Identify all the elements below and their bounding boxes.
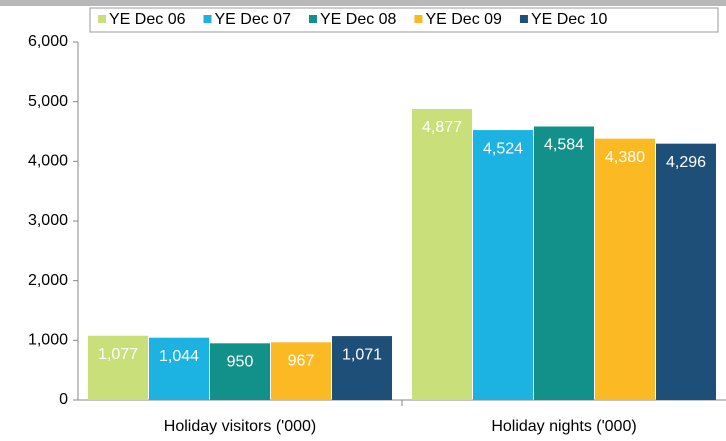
value-label: 4,296 <box>666 154 706 171</box>
value-label: 1,044 <box>159 348 199 365</box>
legend-label: YE Dec 08 <box>320 11 397 28</box>
bar <box>88 335 148 400</box>
y-tick-label: 4,000 <box>28 153 68 170</box>
bar <box>210 343 270 400</box>
value-label: 4,584 <box>544 137 584 154</box>
value-label: 4,877 <box>422 119 462 136</box>
value-label: 950 <box>227 354 254 371</box>
legend-swatch <box>414 15 423 23</box>
value-label: 1,071 <box>342 346 382 363</box>
value-label: 4,380 <box>605 149 645 166</box>
legend-label: YE Dec 10 <box>531 11 608 28</box>
x-tick-label: Holiday nights ('000) <box>491 418 636 435</box>
value-label: 967 <box>288 353 315 370</box>
bar <box>149 337 209 400</box>
y-tick-label: 5,000 <box>28 93 68 110</box>
value-label: 4,524 <box>483 140 523 157</box>
bar <box>473 130 533 400</box>
legend-box <box>89 7 719 33</box>
legend-label: YE Dec 06 <box>109 11 186 28</box>
y-tick-label: 3,000 <box>28 212 68 229</box>
bar <box>595 138 655 400</box>
top-strip <box>0 0 726 6</box>
y-tick-label: 6,000 <box>28 33 68 50</box>
bar <box>412 109 472 400</box>
legend-label: YE Dec 09 <box>425 11 502 28</box>
y-tick-label: 2,000 <box>28 272 68 289</box>
legend-label: YE Dec 07 <box>214 11 291 28</box>
y-tick-label: 1,000 <box>28 332 68 349</box>
bar <box>656 143 716 400</box>
y-tick-label: 0 <box>59 391 68 408</box>
bar <box>534 126 594 400</box>
legend-swatch <box>203 15 212 23</box>
bar <box>332 336 392 400</box>
legend-swatch <box>519 15 528 23</box>
x-tick-label: Holiday visitors ('000) <box>164 418 316 435</box>
legend-swatch <box>308 15 317 23</box>
value-label: 1,077 <box>98 346 138 363</box>
bar <box>271 342 331 400</box>
legend-swatch <box>98 15 106 23</box>
